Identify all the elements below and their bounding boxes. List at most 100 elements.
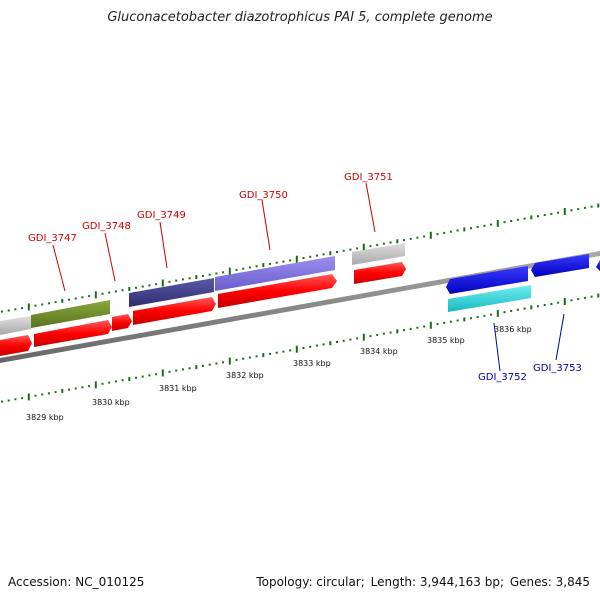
minor-tick [47, 392, 50, 395]
scale-label: 3830 kbp [92, 398, 130, 407]
gene-label[interactable]: GDI_3752 [478, 372, 527, 383]
reverse-gene-arrow[interactable] [531, 254, 589, 277]
minor-tick [510, 310, 513, 312]
minor-tick [1, 310, 3, 313]
minor-tick [583, 206, 586, 209]
forward-gene-arrow[interactable] [0, 335, 32, 356]
gene-label[interactable]: GDI_3750 [239, 190, 288, 201]
minor-tick [403, 239, 405, 242]
reverse-gene-arrow[interactable] [596, 260, 600, 271]
minor-tick [463, 317, 466, 322]
minor-tick [255, 265, 258, 268]
minor-tick [114, 290, 117, 293]
major-tick [429, 231, 432, 239]
major-tick [362, 243, 365, 251]
minor-tick [570, 299, 573, 302]
forward-gene-arrow[interactable] [133, 297, 216, 325]
minor-tick [423, 235, 426, 238]
minor-tick [315, 254, 318, 257]
minor-tick [470, 227, 472, 230]
minor-tick [275, 261, 278, 264]
minor-tick [235, 358, 238, 361]
minor-tick [14, 308, 17, 311]
minor-tick [262, 353, 265, 358]
major-tick [362, 333, 365, 341]
minor-tick [202, 274, 204, 277]
minor-tick [342, 249, 345, 252]
minor-tick [135, 286, 137, 289]
outer-tick-ring [1, 203, 600, 313]
major-tick [228, 357, 231, 365]
minor-tick [101, 382, 104, 385]
minor-tick [255, 355, 258, 358]
minor-tick [128, 287, 131, 291]
minor-tick [523, 307, 526, 310]
minor-tick [577, 208, 580, 211]
minor-tick [188, 367, 191, 370]
topology-text: Topology: circular [256, 575, 361, 589]
gene-label[interactable]: GDI_3749 [137, 210, 186, 221]
minor-tick [175, 279, 178, 282]
minor-tick [550, 302, 553, 305]
minor-tick [181, 368, 184, 371]
minor-tick [208, 363, 211, 366]
minor-tick [208, 273, 211, 276]
minor-tick [68, 388, 70, 391]
minor-tick [543, 304, 546, 306]
minor-tick [74, 387, 77, 390]
minor-tick [148, 284, 151, 287]
minor-tick [583, 296, 586, 299]
reverse-gene-arrow[interactable] [446, 266, 528, 294]
gene-bar-olive[interactable] [31, 300, 110, 328]
forward-gene-arrow[interactable] [354, 262, 406, 284]
minor-tick [215, 272, 218, 275]
minor-tick [590, 295, 593, 298]
gene-count-text: Genes: 3,845 [509, 575, 590, 589]
minor-tick [449, 230, 452, 233]
minor-tick [101, 292, 104, 295]
minor-tick [376, 333, 379, 336]
minor-tick [382, 242, 385, 245]
major-tick [429, 321, 432, 329]
minor-tick [242, 267, 245, 270]
minor-tick [108, 291, 111, 294]
gene-label[interactable]: GDI_3753 [533, 363, 582, 374]
minor-tick [389, 331, 392, 334]
gene-label[interactable]: GDI_3748 [82, 221, 131, 232]
major-tick [27, 303, 30, 311]
minor-tick [396, 239, 399, 244]
forward-gene-arrow[interactable] [218, 274, 337, 308]
minor-tick [202, 364, 204, 367]
gene-label[interactable]: GDI_3747 [28, 233, 77, 244]
forward-gene-arrow[interactable] [112, 314, 132, 331]
minor-tick [490, 223, 493, 226]
scale-label: 3831 kbp [159, 384, 197, 393]
gene-bar-gray[interactable] [352, 243, 405, 265]
minor-tick [503, 221, 506, 224]
forward-cog-genes [0, 243, 405, 335]
minor-tick [557, 211, 560, 214]
gene-label[interactable]: GDI_3751 [344, 172, 393, 183]
minor-tick [262, 263, 265, 268]
gene-bar-cyan[interactable] [448, 285, 531, 312]
minor-tick [503, 311, 506, 314]
minor-tick [215, 362, 218, 365]
gene-bar-lavender[interactable] [215, 256, 335, 291]
minor-tick [577, 298, 580, 301]
minor-tick [222, 271, 225, 274]
minor-tick [336, 341, 338, 343]
forward-gene-arrow[interactable] [34, 320, 112, 347]
major-tick [94, 291, 97, 299]
minor-tick [530, 215, 533, 220]
minor-tick [597, 203, 600, 208]
minor-tick [248, 356, 251, 359]
major-tick [496, 219, 499, 227]
minor-tick [597, 293, 600, 298]
gene-bar-navy[interactable] [129, 278, 214, 307]
minor-tick [135, 376, 137, 379]
minor-tick [409, 237, 412, 240]
minor-tick [416, 236, 419, 239]
minor-tick [14, 398, 17, 401]
minor-tick [409, 327, 412, 330]
gene-bar-gray[interactable] [0, 316, 31, 335]
